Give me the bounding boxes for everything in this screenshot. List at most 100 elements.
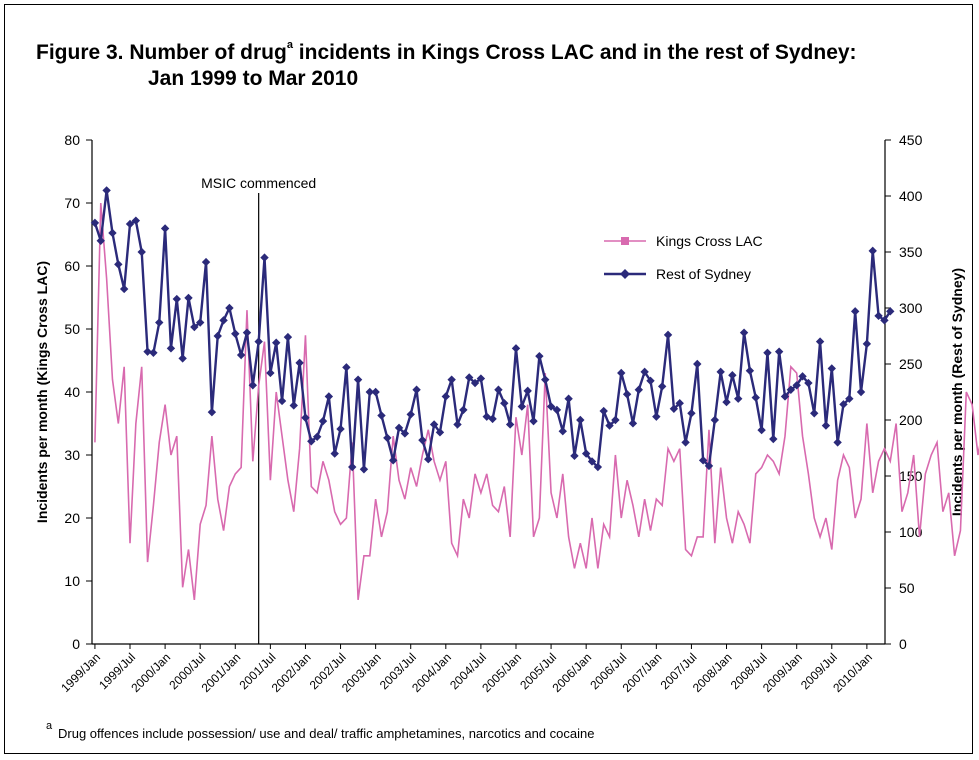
rest-of-sydney-point <box>570 451 579 461</box>
rest-of-sydney-point <box>377 411 386 420</box>
x-tick-label: 2010/Jan <box>830 650 875 695</box>
legend-rest-of-sydney-marker <box>620 269 630 279</box>
y2-tick-label: 350 <box>899 244 923 260</box>
rest-of-sydney-point <box>96 236 105 245</box>
rest-of-sydney-point <box>365 387 374 397</box>
y-tick-label: 0 <box>72 636 80 652</box>
rest-of-sydney-point <box>874 311 883 321</box>
x-tick-label: 2007/Jan <box>620 650 665 695</box>
rest-of-sydney-point <box>500 399 509 408</box>
y2-axis-title: Incidents per month (Rest of Sydney) <box>949 268 965 516</box>
x-tick-label: 2008/Jan <box>690 650 735 695</box>
rest-of-sydney-point <box>312 432 322 441</box>
kings-cross-line <box>94 202 979 601</box>
rest-of-sydney-point <box>465 373 474 382</box>
rest-of-sydney-point <box>517 402 527 411</box>
y-tick-label: 10 <box>64 573 80 589</box>
rest-of-sydney-point <box>453 420 462 429</box>
rest-of-sydney-point <box>324 392 334 401</box>
rest-of-sydney-point <box>687 409 696 418</box>
rest-of-sydney-point <box>693 359 702 369</box>
rest-of-sydney-point <box>757 425 766 435</box>
y-tick-label: 70 <box>64 195 80 211</box>
rest-of-sydney-line <box>93 190 892 470</box>
footnote-mark: a <box>46 720 53 732</box>
rest-of-sydney-point <box>646 376 655 385</box>
rest-of-sydney-point <box>149 348 158 357</box>
y2-tick-label: 0 <box>899 636 907 652</box>
rest-of-sydney-point <box>581 449 591 458</box>
rest-of-sydney-point <box>178 354 187 363</box>
x-tick-label: 2004/Jan <box>409 650 454 695</box>
legend: Kings Cross LAC Rest of Sydney <box>604 233 763 282</box>
rest-of-sydney-point <box>359 465 369 474</box>
y2-tick-label: 250 <box>899 356 923 372</box>
rest-of-sydney-point <box>663 330 673 340</box>
rest-of-sydney-point <box>593 462 603 472</box>
x-tick-label: 1999/Jan <box>58 650 103 695</box>
rest-of-sydney-point <box>242 328 252 337</box>
rest-of-sydney-point <box>704 461 714 471</box>
rest-of-sydney-point <box>494 385 503 394</box>
y2-tick-label: 400 <box>899 188 923 204</box>
rest-of-sydney-point <box>289 401 298 410</box>
legend-rest-of-sydney-label: Rest of Sydney <box>656 266 751 282</box>
rest-of-sydney-point <box>552 405 562 415</box>
rest-of-sydney-point <box>739 328 749 337</box>
rest-of-sydney-point <box>669 404 679 413</box>
rest-of-sydney-point <box>558 427 567 436</box>
rest-of-sydney-point <box>862 339 872 349</box>
title-superscript: a <box>286 39 293 51</box>
rest-of-sydney-point <box>798 372 807 381</box>
rest-of-sydney-point <box>172 294 181 304</box>
rest-of-sydney-point <box>184 293 193 303</box>
rest-of-sydney-point <box>119 284 129 294</box>
y-tick-label: 40 <box>64 384 80 400</box>
y-tick-label: 30 <box>64 447 80 463</box>
rest-of-sydney-point <box>400 429 410 438</box>
rest-of-sydney-point <box>470 378 480 388</box>
rest-of-sydney-point <box>786 385 796 394</box>
series <box>90 186 979 601</box>
rest-of-sydney-point <box>348 462 357 472</box>
rest-of-sydney-point <box>541 375 550 384</box>
rest-of-sydney-point <box>751 393 760 402</box>
rest-of-sydney-point <box>675 399 684 408</box>
rest-of-sydney-point <box>617 368 626 378</box>
rest-of-sydney-point <box>780 392 790 401</box>
rest-of-sydney-point <box>657 382 667 391</box>
y2-tick-label: 100 <box>899 524 923 540</box>
x-tick-label: 2002/Jan <box>269 650 314 695</box>
figure-frame <box>4 4 973 754</box>
y2-tick-label: 450 <box>899 132 923 148</box>
chart-title: Figure 3. Number of druga incidents in K… <box>36 39 857 65</box>
rest-of-sydney-point <box>406 410 415 419</box>
x-tick-label: 2003/Jan <box>339 650 384 695</box>
rest-of-sydney-point <box>880 316 889 325</box>
rest-of-sydney-point <box>90 218 100 228</box>
rest-of-sydney-point <box>728 371 737 380</box>
legend-kings-cross-label: Kings Cross LAC <box>656 233 763 249</box>
rest-of-sydney-point <box>114 260 123 269</box>
rest-of-sydney-point <box>698 456 708 465</box>
rest-of-sydney-point <box>529 416 538 426</box>
y2-tick-label: 300 <box>899 300 923 316</box>
rest-of-sydney-point <box>810 409 819 418</box>
rest-of-sydney-point <box>447 375 456 384</box>
rest-of-sydney-point <box>207 407 217 417</box>
rest-of-sydney-point <box>868 246 877 256</box>
rest-of-sydney-point <box>535 351 544 361</box>
rest-of-sydney-point <box>236 350 246 360</box>
rest-of-sydney-point <box>137 247 146 257</box>
rest-of-sydney-point <box>827 364 836 373</box>
rest-of-sydney-point <box>160 224 170 233</box>
rest-of-sydney-point <box>564 394 573 403</box>
rest-of-sydney-point <box>833 438 842 447</box>
x-tick-label: 2005/Jan <box>479 650 524 695</box>
rest-of-sydney-point <box>155 318 164 327</box>
rest-of-sydney-point <box>318 416 328 426</box>
rest-of-sydney-point <box>190 322 199 332</box>
rest-of-sydney-point <box>605 421 614 430</box>
y-tick-label: 20 <box>64 510 80 526</box>
